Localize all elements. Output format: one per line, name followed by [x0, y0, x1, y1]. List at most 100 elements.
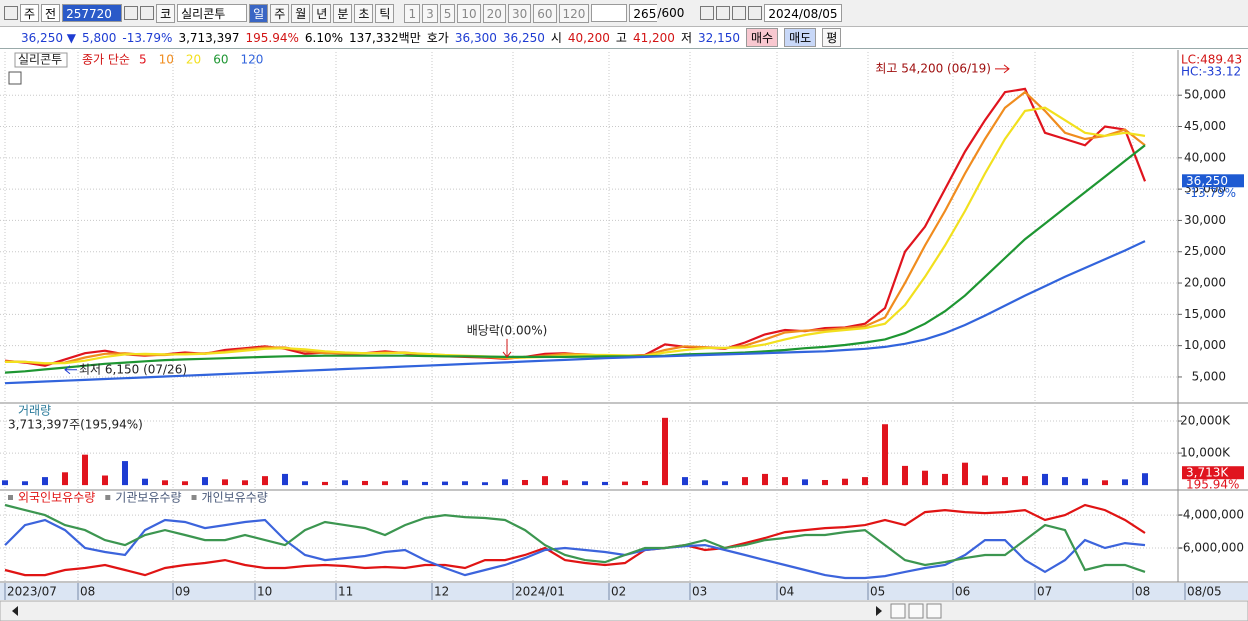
- tool-icon[interactable]: [700, 6, 715, 20]
- last-change-label: -13.79%: [1186, 186, 1236, 200]
- y-tick-label: 25,000: [1184, 244, 1226, 258]
- volume-bar: [1122, 479, 1128, 486]
- period-button[interactable]: 분: [333, 3, 353, 23]
- bid: 36,250: [502, 30, 545, 45]
- legend-entry: 개인보유수량: [202, 491, 268, 505]
- period-button[interactable]: 일: [249, 3, 269, 23]
- stock-name: 실리콘투: [177, 4, 248, 22]
- y-tick-label: -4,000,000: [1179, 508, 1244, 522]
- last-value-box: [1182, 174, 1244, 188]
- interval-button[interactable]: 30: [507, 3, 532, 23]
- ma-label: 종가 단순: [82, 53, 130, 67]
- interval-input[interactable]: [591, 4, 628, 22]
- y-tick-label: 20,000K: [1180, 414, 1231, 428]
- date-input[interactable]: 2024/08/05: [764, 4, 842, 22]
- volume-bar: [842, 478, 848, 486]
- x-tick-label: 10: [257, 585, 272, 599]
- x-tick-label: 08/05: [1187, 585, 1222, 599]
- sound-icon[interactable]: [140, 6, 155, 20]
- volume-bar: [1142, 473, 1148, 486]
- save-icon[interactable]: [732, 6, 747, 20]
- avg-button[interactable]: 평: [822, 28, 842, 47]
- settings-icon[interactable]: [748, 6, 763, 20]
- volume-bar: [222, 479, 228, 486]
- tool-icon[interactable]: [716, 6, 731, 20]
- volume-bar: [282, 473, 288, 486]
- volume-bar: [1102, 480, 1108, 486]
- volume-bar: [262, 476, 268, 486]
- scope-select[interactable]: 전: [41, 4, 61, 22]
- volume-bar: [542, 476, 548, 486]
- sell-button[interactable]: 매도: [784, 28, 817, 47]
- period-button[interactable]: 주: [270, 3, 290, 23]
- x-tick-label: 11: [338, 585, 353, 599]
- interval-button[interactable]: 60: [533, 3, 557, 23]
- period-button[interactable]: 틱: [375, 3, 395, 23]
- last-change-label: 195.94%: [1186, 478, 1239, 492]
- annotation: 최고 54,200 (06/19): [875, 61, 991, 75]
- volume-bar: [1082, 478, 1088, 486]
- interval-button[interactable]: 5: [439, 3, 456, 23]
- interval-button[interactable]: 1: [404, 3, 421, 23]
- volume: 3,713,397: [178, 30, 240, 45]
- panel-subtitle: 3,713,397주(195,94%): [8, 418, 143, 432]
- volume-bar: [2, 480, 8, 486]
- volume-bar: [742, 477, 748, 486]
- y-tick-label: 45,000: [1184, 119, 1226, 133]
- period-button[interactable]: 초: [354, 3, 374, 23]
- scrollbar: [0, 600, 1248, 621]
- volume-bar: [42, 477, 48, 486]
- buy-button[interactable]: 매수: [746, 28, 779, 47]
- volume-bar: [762, 473, 768, 486]
- scroll-right[interactable]: [876, 606, 882, 616]
- scroll-left[interactable]: [12, 606, 18, 616]
- volume-bar: [122, 461, 128, 486]
- volume-bar: [62, 472, 68, 486]
- interval-button[interactable]: 3: [422, 3, 438, 23]
- menu-icon[interactable]: [4, 6, 18, 20]
- x-axis-bg: [0, 583, 1248, 600]
- volume-bar: [82, 454, 88, 486]
- legend-swatch: [105, 495, 111, 500]
- volume-bar: [462, 481, 468, 486]
- market-select[interactable]: 주: [20, 4, 40, 22]
- volume-bar: [382, 481, 388, 486]
- grid-icon: [8, 71, 22, 85]
- turnover: 6.10%: [304, 30, 344, 45]
- volume-bar: [722, 481, 728, 486]
- interval-button[interactable]: 120: [558, 3, 590, 23]
- code-input[interactable]: 257720: [62, 4, 123, 22]
- nav-button[interactable]: [926, 603, 942, 619]
- symbol-label: 실리콘투: [18, 53, 62, 67]
- x-tick-label: 12: [434, 585, 449, 599]
- bar-max: /600: [657, 6, 685, 20]
- volume-bar: [562, 480, 568, 486]
- volume-bar: [622, 481, 628, 486]
- volume-bar: [202, 477, 208, 486]
- x-tick-label: 02: [611, 585, 626, 599]
- y-tick-label: 40,000: [1184, 150, 1226, 164]
- search-icon[interactable]: [124, 6, 139, 20]
- volume-bar: [1002, 477, 1008, 486]
- bar-count[interactable]: 265: [629, 4, 658, 22]
- period-button[interactable]: 월: [291, 3, 311, 23]
- legend-swatch: [8, 495, 13, 500]
- y-tick-label: 20,000: [1184, 276, 1226, 290]
- high-label: 고: [615, 31, 627, 45]
- high: 41,200: [632, 30, 675, 45]
- nav-button[interactable]: [908, 603, 924, 619]
- y-tick-label: 10,000K: [1180, 446, 1231, 460]
- panel-title: 거래량: [18, 404, 51, 418]
- volume-bar: [662, 417, 668, 486]
- period-button[interactable]: 년: [312, 3, 332, 23]
- volume-bar: [782, 477, 788, 486]
- interval-button[interactable]: 20: [482, 3, 506, 23]
- last-value-label: 36,250: [1186, 174, 1228, 188]
- y-tick-label: 15,000: [1184, 307, 1226, 321]
- annotation: 최저 6,150 (07/26): [79, 362, 187, 376]
- nav-button[interactable]: [890, 603, 906, 619]
- volume-bar: [322, 481, 328, 486]
- interval-button[interactable]: 10: [457, 3, 481, 23]
- volume-bar: [882, 424, 888, 486]
